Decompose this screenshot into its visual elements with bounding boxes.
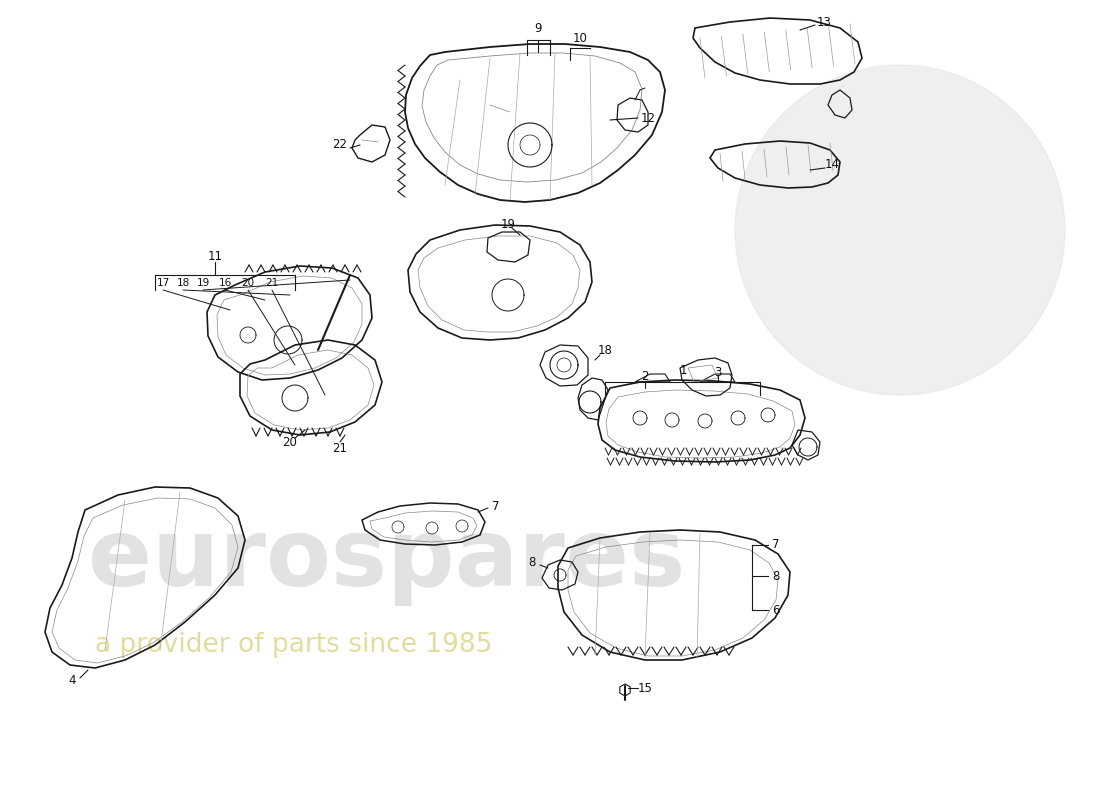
Text: eurospares: eurospares [88,514,685,606]
Text: 9: 9 [535,22,541,34]
Text: 8: 8 [528,555,536,569]
Text: 19: 19 [500,218,516,230]
Text: 16: 16 [219,278,232,288]
Text: 7: 7 [493,499,499,513]
Text: 4: 4 [68,674,76,686]
Text: 21: 21 [332,442,348,454]
Text: 7: 7 [772,538,780,551]
Text: 6: 6 [772,603,780,617]
Text: 19: 19 [197,278,210,288]
Text: 13: 13 [816,15,832,29]
Text: 21: 21 [265,278,278,288]
Text: 20: 20 [283,435,297,449]
Text: 2: 2 [641,370,649,383]
Text: 10: 10 [573,31,587,45]
Text: 18: 18 [176,278,189,288]
Text: 12: 12 [640,111,656,125]
Text: 22: 22 [332,138,348,151]
Circle shape [735,65,1065,395]
Text: 14: 14 [825,158,839,171]
Text: 17: 17 [156,278,169,288]
Text: 15: 15 [638,682,652,694]
Text: 20: 20 [241,278,254,288]
Text: 8: 8 [772,570,780,582]
Text: 18: 18 [597,343,613,357]
Text: a provider of parts since 1985: a provider of parts since 1985 [95,632,493,658]
Text: 1: 1 [680,363,686,377]
Text: 3: 3 [714,366,722,378]
Text: 11: 11 [208,250,222,263]
